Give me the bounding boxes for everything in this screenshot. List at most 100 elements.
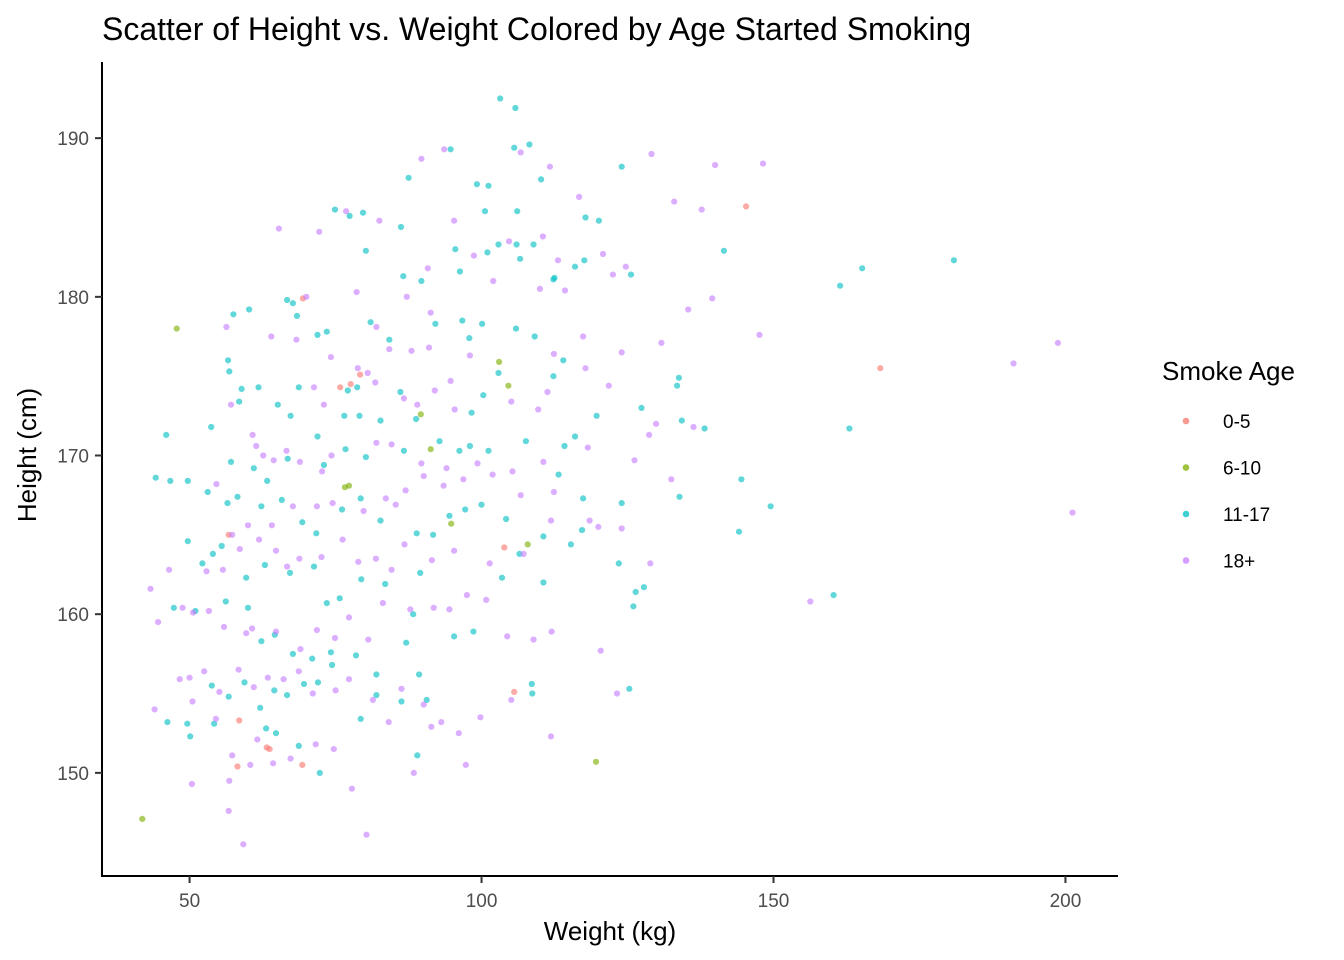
- data-point-11-17: [593, 412, 600, 419]
- data-point-11-17: [289, 300, 296, 307]
- data-point-11-17: [485, 447, 492, 454]
- data-point-11-17: [357, 715, 364, 723]
- data-point-18plus: [365, 636, 372, 643]
- data-point-18plus: [466, 352, 473, 359]
- data-point-18plus: [420, 701, 427, 708]
- data-point-11-17: [581, 257, 588, 264]
- data-point-11-17: [241, 679, 248, 686]
- data-point-18plus: [229, 752, 236, 759]
- data-point-18plus: [410, 769, 417, 777]
- data-point-18plus: [418, 155, 425, 162]
- data-point-11-17: [413, 530, 420, 537]
- legend-label: 0-5: [1223, 412, 1250, 433]
- data-point-18plus: [176, 676, 183, 683]
- x-tick-label: 100: [466, 891, 498, 912]
- data-point-18plus: [388, 566, 395, 573]
- data-point-11-17: [187, 733, 194, 740]
- data-point-11-17: [417, 569, 424, 577]
- data-point-18plus: [372, 379, 379, 386]
- data-point-18plus: [213, 481, 220, 488]
- data-point-11-17: [403, 639, 410, 646]
- data-point-11-17: [561, 442, 568, 450]
- data-point-18plus: [408, 347, 415, 354]
- data-point-18plus: [227, 401, 235, 408]
- data-point-11-17: [238, 385, 245, 392]
- data-point-11-17: [468, 409, 475, 416]
- data-point-6-10: [496, 358, 503, 365]
- data-point-18plus: [297, 646, 304, 653]
- data-point-18plus: [425, 344, 433, 351]
- data-point-18plus: [586, 517, 593, 524]
- legend: Smoke Age 0-5 6-10 11-17 18+: [1162, 356, 1295, 573]
- data-point-11-17: [578, 527, 586, 534]
- data-point-11-17: [287, 412, 294, 419]
- data-point-18plus: [330, 746, 337, 753]
- data-point-18plus: [364, 369, 371, 377]
- data-point-11-17: [284, 692, 291, 699]
- data-point-18plus: [548, 628, 555, 635]
- data-point-11-17: [327, 649, 334, 656]
- data-point-18plus: [355, 558, 362, 565]
- data-point-11-17: [295, 384, 302, 391]
- data-point-6-10: [427, 446, 434, 453]
- data-point-11-17: [416, 671, 423, 678]
- data-point-11-17: [512, 104, 519, 112]
- data-point-18plus: [220, 623, 228, 631]
- data-point-11-17: [400, 447, 407, 454]
- data-point-18plus: [249, 625, 256, 632]
- data-point-0-5: [511, 688, 518, 696]
- data-point-18plus: [240, 841, 247, 848]
- data-point-11-17: [484, 249, 491, 256]
- data-point-11-17: [701, 425, 708, 432]
- data-point-11-17: [478, 501, 485, 508]
- legend-label: 18+: [1223, 552, 1255, 573]
- data-point-11-17: [359, 209, 367, 216]
- data-point-11-17: [580, 495, 587, 502]
- data-point-11-17: [495, 369, 502, 377]
- data-point-0-5: [236, 717, 243, 724]
- data-point-11-17: [950, 257, 958, 264]
- data-point-11-17: [164, 719, 171, 726]
- data-point-18plus: [369, 696, 376, 704]
- data-point-18plus: [470, 252, 477, 259]
- data-point-11-17: [323, 328, 330, 335]
- data-point-11-17: [357, 495, 364, 502]
- data-point-18plus: [398, 685, 405, 692]
- data-point-11-17: [398, 698, 405, 705]
- data-point-18plus: [550, 350, 558, 358]
- data-point-11-17: [495, 241, 502, 248]
- data-point-18plus: [272, 628, 280, 635]
- data-point-11-17: [199, 560, 206, 567]
- data-point-11-17: [529, 690, 536, 697]
- data-point-18plus: [420, 473, 427, 480]
- data-point-11-17: [152, 474, 159, 481]
- data-point-18plus: [535, 406, 542, 413]
- data-point-11-17: [243, 574, 250, 581]
- data-point-11-17: [367, 319, 374, 326]
- data-point-18plus: [438, 719, 445, 726]
- y-axis-ticks: 150 160 170 180 190: [57, 129, 102, 785]
- data-point-11-17: [218, 542, 225, 550]
- data-point-18plus: [474, 460, 481, 467]
- data-point-18plus: [582, 365, 589, 372]
- data-point-18plus: [530, 636, 537, 643]
- data-point-18plus: [249, 431, 256, 438]
- data-point-18plus: [428, 723, 435, 730]
- legend-title: Smoke Age: [1162, 356, 1295, 386]
- data-point-6-10: [448, 520, 455, 527]
- data-point-18plus: [287, 755, 294, 762]
- data-point-18plus: [179, 604, 186, 611]
- data-point-18plus: [431, 387, 438, 394]
- data-point-18plus: [622, 263, 629, 270]
- data-point-11-17: [538, 176, 545, 183]
- data-point-11-17: [261, 561, 268, 569]
- data-point-18plus: [318, 554, 325, 561]
- y-tick-label: 170: [57, 447, 89, 468]
- data-point-18plus: [550, 488, 558, 496]
- data-point-18plus: [345, 614, 353, 621]
- data-point-11-17: [630, 603, 637, 610]
- data-point-11-17: [674, 382, 681, 389]
- data-point-18plus: [486, 560, 493, 567]
- data-point-11-17: [675, 374, 683, 381]
